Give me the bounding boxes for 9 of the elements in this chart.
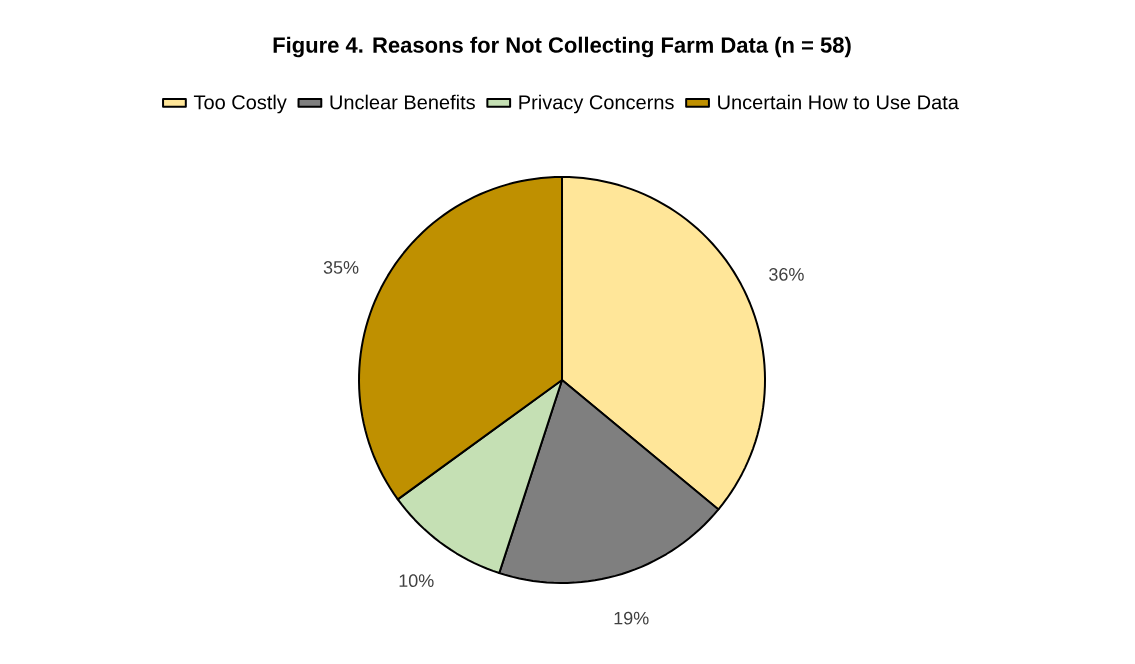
data-label: 36% bbox=[769, 268, 804, 281]
legend-label: Privacy Concerns bbox=[519, 94, 674, 114]
data-label: 19% bbox=[614, 611, 649, 625]
legend-label: Too Costly bbox=[193, 94, 287, 114]
chart-title: Figure 4. Reasons for Not Collecting Farm Data (n = 58) bbox=[273, 36, 851, 58]
data-label: 10% bbox=[399, 574, 434, 587]
legend-label: Uncertain How to Use Data bbox=[718, 94, 959, 110]
data-label: 35% bbox=[323, 261, 359, 274]
legend-label: Unclear Benefits bbox=[330, 94, 475, 110]
